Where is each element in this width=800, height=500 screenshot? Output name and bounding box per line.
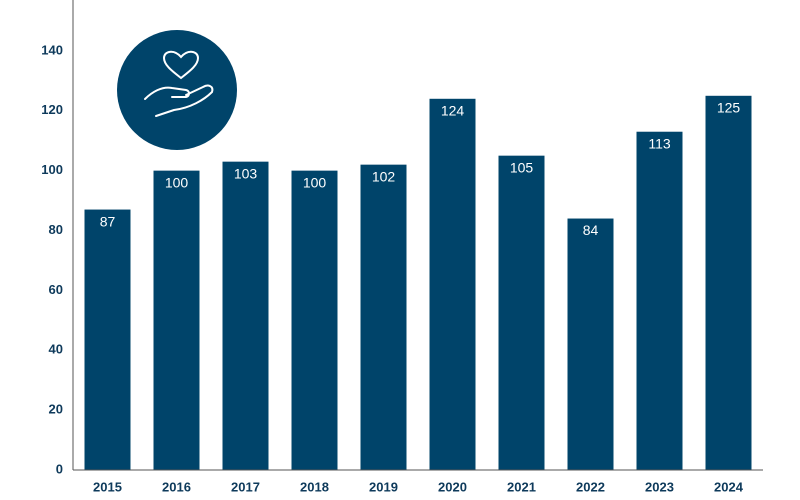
y-tick-label: 20 [49, 402, 63, 417]
x-tick-label: 2022 [576, 479, 605, 494]
bar [360, 164, 407, 470]
bar [222, 161, 269, 470]
bar [291, 170, 338, 470]
bar [705, 95, 752, 471]
x-tick-label: 2021 [507, 479, 536, 494]
bar [636, 131, 683, 471]
bar [567, 218, 614, 470]
x-tick-label: 2023 [645, 479, 674, 494]
y-tick-label: 80 [49, 222, 63, 237]
y-tick-label: 40 [49, 342, 63, 357]
y-tick-label: 60 [49, 282, 63, 297]
icon [117, 30, 237, 150]
bar [153, 170, 200, 470]
y-tick-label: 0 [56, 461, 63, 476]
x-tick-label: 2016 [162, 479, 191, 494]
x-tick-label: 2015 [93, 479, 122, 494]
y-tick-label: 120 [41, 102, 63, 117]
value-label: 87 [100, 213, 116, 229]
bar [429, 98, 476, 471]
y-tick-label: 100 [41, 162, 63, 177]
x-tick-label: 2020 [438, 479, 467, 494]
value-label: 124 [441, 102, 465, 118]
value-label: 100 [165, 174, 189, 190]
value-label: 84 [583, 222, 599, 238]
bar [498, 155, 545, 470]
bar [84, 209, 131, 470]
y-tick-label: 140 [41, 42, 63, 57]
value-label: 125 [717, 99, 741, 115]
value-label: 100 [303, 174, 327, 190]
value-label: 103 [234, 165, 258, 181]
value-label: 113 [648, 135, 671, 151]
x-tick-label: 2019 [369, 479, 398, 494]
x-tick-label: 2017 [231, 479, 260, 494]
value-label: 102 [372, 168, 396, 184]
x-tick-label: 2024 [714, 479, 744, 494]
value-label: 105 [510, 159, 534, 175]
x-tick-label: 2018 [300, 479, 329, 494]
